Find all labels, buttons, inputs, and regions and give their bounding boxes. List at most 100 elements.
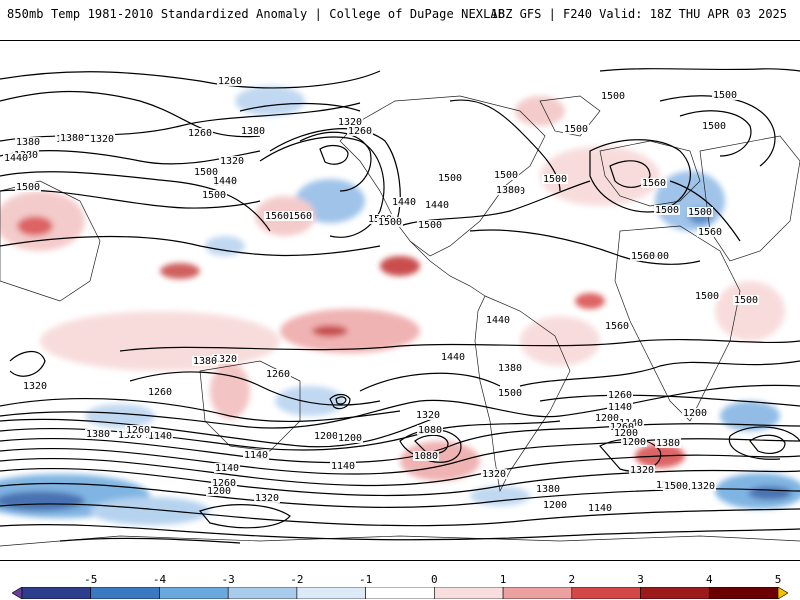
colorbar-tick-label: 5 (774, 573, 782, 586)
contour-line (0, 423, 800, 464)
contour-label: 1140 (148, 431, 172, 442)
contour-line (329, 393, 351, 410)
contour-label-bg (437, 173, 463, 183)
contour-label: 1200 (622, 437, 646, 448)
contour-label-bg (621, 437, 647, 447)
colorbar-tick-label: -5 (84, 573, 98, 586)
contour-label: 1320 (482, 469, 506, 480)
colorbar-labels: -5 -4 -3 -2 -1 0 1 2 3 4 5 (12, 573, 788, 586)
contour-label-bg (641, 178, 667, 188)
contour-label: 1440 (486, 315, 510, 326)
anomaly-patch (17, 216, 53, 236)
africa-outline (614, 225, 741, 422)
contour-line (669, 180, 741, 242)
colorbar-tick-label: 4 (705, 573, 713, 586)
contour-label: 1380 (193, 356, 217, 367)
contour-label: 1260 (266, 369, 290, 380)
contour-label: 1080 (418, 425, 442, 436)
contour-label: 1140 (331, 461, 355, 472)
contour-label: 1500 (202, 190, 226, 201)
contour-line (299, 131, 372, 192)
contour-label: 1320 (118, 430, 142, 441)
height-contours (0, 68, 800, 544)
contour-line (599, 68, 800, 72)
colorbar: -5 -4 -3 -2 -1 0 1 2 3 4 5 (12, 573, 788, 600)
contour-label: 1380 (86, 429, 110, 440)
contour-label: 1500 (438, 173, 462, 184)
anomaly-patch (748, 486, 792, 500)
anomaly-map: 1260138013201260138013201260138013201500… (0, 40, 800, 561)
contour-label: 1080 (414, 451, 438, 462)
contour-label: 1380 (241, 126, 265, 137)
contour-label-bg (607, 402, 633, 412)
contour-label: 1500 (734, 295, 758, 306)
contour-label-bg (655, 438, 681, 448)
contour-label-bg (187, 128, 213, 138)
model-valid-time: 18Z GFS | F240 Valid: 18Z THU APR 03 202… (490, 7, 787, 21)
contour-label-bg (609, 422, 635, 432)
contour-label: 1500 (695, 291, 719, 302)
contour-label: 1260 (212, 478, 236, 489)
contour-label: 1140 (588, 503, 612, 514)
asia-west-outline (0, 180, 101, 302)
contour-label-bg (497, 363, 523, 373)
contour-line (259, 136, 385, 238)
contour-label-bg (481, 469, 507, 479)
colorbar-tick-label: 3 (637, 573, 644, 586)
contour-line (0, 454, 800, 487)
contour-label-bg (287, 211, 313, 221)
contour-line (319, 144, 349, 165)
contour-label: 1500 (713, 90, 737, 101)
contour-label: 1560 (642, 178, 666, 189)
coastlines (0, 95, 800, 547)
contour-label: 1500 (498, 388, 522, 399)
contour-label-bg (440, 352, 466, 362)
colorbar-segment (296, 587, 366, 599)
contour-label: 1560 (265, 211, 289, 222)
anomaly-patch (205, 236, 245, 256)
contour-label: 1380 (536, 484, 560, 495)
map-title: 850mb Temp 1981-2010 Standardized Anomal… (7, 7, 506, 21)
contour-label-bg (217, 76, 243, 86)
contour-line (519, 360, 800, 387)
contour-label: 1260 (608, 390, 632, 401)
contour-line (0, 438, 800, 475)
contour-label: 1500 (194, 167, 218, 178)
contour-line (119, 338, 800, 352)
contour-line (0, 415, 441, 448)
central-america-outline (409, 240, 486, 297)
colorbar-tick-label: -3 (221, 573, 235, 586)
contour-label: 1260 (188, 128, 212, 139)
contour-label-bg (193, 167, 219, 177)
anomaly-patch (235, 86, 305, 116)
colorbar-segment (365, 587, 435, 599)
contour-label-bg (630, 251, 656, 261)
colorbar-segment (640, 587, 710, 599)
contour-label-bg (391, 197, 417, 207)
contour-label: 1200 (207, 486, 231, 497)
contour-label-bg (644, 251, 670, 261)
contour-label: 1200 (595, 413, 619, 424)
contour-line (728, 426, 800, 460)
contour-label: 1380 (656, 438, 680, 449)
contour-line (539, 394, 800, 407)
anomaly-patch (210, 363, 250, 419)
contour-line (59, 537, 241, 544)
contour-label-bg (337, 117, 363, 127)
anomaly-patch (275, 386, 345, 416)
asia-outline (699, 135, 800, 262)
contour-label-bg (15, 182, 41, 192)
contour-line (469, 229, 701, 265)
contour-label-bg (654, 205, 680, 215)
contour-label-bg (219, 156, 245, 166)
contour-label-bg (607, 390, 633, 400)
contour-line (0, 503, 800, 527)
contour-line (609, 160, 651, 188)
contour-line (335, 396, 347, 405)
contour-label-bg (264, 211, 290, 221)
contour-label-bg (214, 463, 240, 473)
contour-label-bg (212, 354, 238, 364)
contour-label-bg (125, 425, 151, 435)
contour-line (198, 504, 291, 529)
contour-label-bg (413, 451, 439, 461)
